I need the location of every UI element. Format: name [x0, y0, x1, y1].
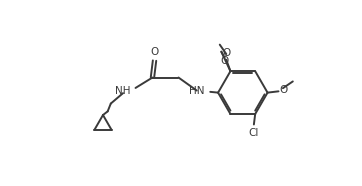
Text: HN: HN [189, 86, 205, 96]
Text: NH: NH [115, 86, 130, 96]
Text: O: O [151, 47, 159, 57]
Text: O: O [220, 56, 229, 66]
Text: Cl: Cl [249, 128, 259, 138]
Text: O: O [279, 85, 288, 95]
Text: O: O [222, 48, 230, 58]
